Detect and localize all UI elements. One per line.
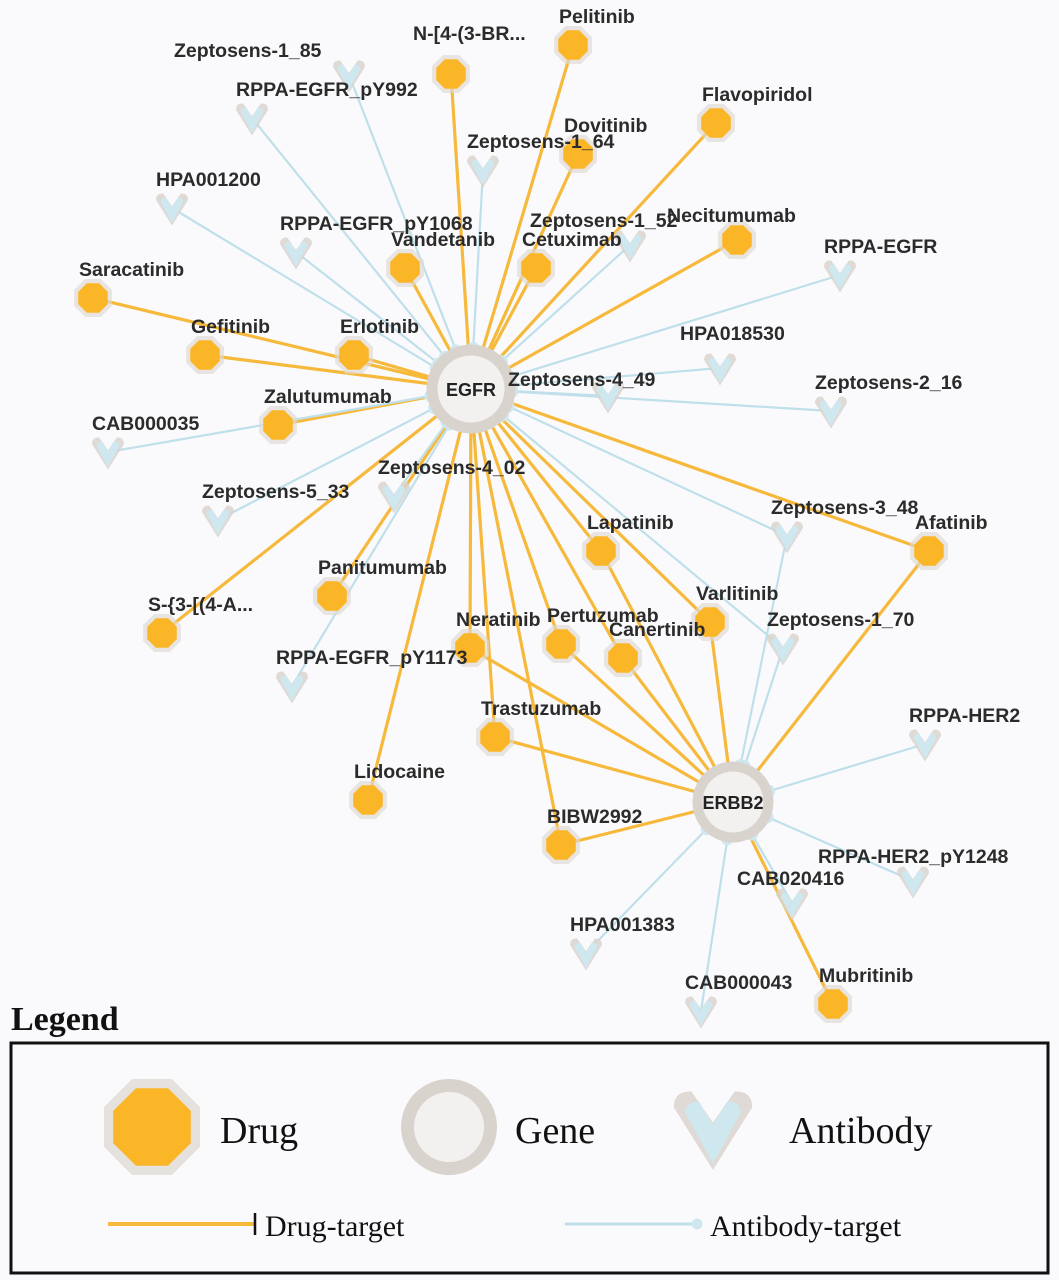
- svg-text:Afatinib: Afatinib: [915, 512, 988, 534]
- svg-text:Erlotinib: Erlotinib: [340, 316, 419, 338]
- svg-text:Zeptosens-1_85: Zeptosens-1_85: [174, 40, 322, 62]
- svg-text:Antibody: Antibody: [789, 1110, 933, 1152]
- svg-text:Drug-target: Drug-target: [265, 1210, 405, 1243]
- svg-text:Zeptosens-5_33: Zeptosens-5_33: [202, 481, 350, 503]
- svg-text:Gene: Gene: [515, 1110, 595, 1152]
- svg-text:Pelitinib: Pelitinib: [559, 6, 635, 28]
- svg-text:EGFR: EGFR: [446, 380, 496, 400]
- svg-text:RPPA-EGFR_pY1173: RPPA-EGFR_pY1173: [276, 647, 468, 669]
- svg-text:Legend: Legend: [11, 1001, 119, 1038]
- svg-text:CAB000035: CAB000035: [92, 413, 199, 435]
- svg-text:Canertinib: Canertinib: [609, 619, 706, 641]
- svg-text:Zeptosens-3_48: Zeptosens-3_48: [771, 497, 919, 519]
- svg-text:CAB000043: CAB000043: [685, 972, 792, 994]
- svg-text:Drug: Drug: [220, 1110, 298, 1152]
- svg-text:HPA001383: HPA001383: [570, 914, 675, 936]
- svg-text:Lidocaine: Lidocaine: [354, 761, 445, 783]
- svg-text:RPPA-HER2_pY1248: RPPA-HER2_pY1248: [818, 846, 1009, 868]
- svg-text:Zeptosens-4_49: Zeptosens-4_49: [508, 369, 656, 391]
- svg-text:Zeptosens-4_02: Zeptosens-4_02: [378, 457, 526, 479]
- svg-text:Zeptosens-1_52: Zeptosens-1_52: [530, 210, 678, 232]
- svg-text:RPPA-EGFR: RPPA-EGFR: [824, 236, 937, 258]
- svg-text:Lapatinib: Lapatinib: [587, 512, 674, 534]
- svg-text:HPA001200: HPA001200: [156, 169, 261, 191]
- svg-text:Varlitinib: Varlitinib: [696, 583, 778, 605]
- svg-text:S-{3-[(4-A...: S-{3-[(4-A...: [148, 594, 253, 616]
- svg-text:Gefitinib: Gefitinib: [191, 316, 270, 338]
- svg-text:CAB020416: CAB020416: [737, 868, 844, 890]
- svg-text:Zeptosens-1_64: Zeptosens-1_64: [467, 131, 615, 153]
- svg-text:RPPA-EGFR_pY992: RPPA-EGFR_pY992: [236, 79, 418, 101]
- svg-text:N-[4-(3-BR...: N-[4-(3-BR...: [413, 23, 526, 45]
- svg-text:Saracatinib: Saracatinib: [79, 259, 184, 281]
- svg-text:Zeptosens-2_16: Zeptosens-2_16: [815, 372, 963, 394]
- svg-text:Zeptosens-1_70: Zeptosens-1_70: [767, 609, 915, 631]
- svg-text:RPPA-EGFR_pY1068: RPPA-EGFR_pY1068: [280, 213, 473, 235]
- svg-text:Flavopiridol: Flavopiridol: [702, 84, 813, 106]
- svg-text:ERBB2: ERBB2: [702, 793, 763, 813]
- svg-text:BIBW2992: BIBW2992: [547, 806, 643, 828]
- svg-text:HPA018530: HPA018530: [680, 323, 785, 345]
- svg-text:Zalutumumab: Zalutumumab: [264, 386, 392, 408]
- svg-text:Trastuzumab: Trastuzumab: [481, 698, 601, 720]
- svg-text:Panitumumab: Panitumumab: [318, 557, 447, 579]
- svg-text:Neratinib: Neratinib: [456, 609, 541, 631]
- svg-text:Antibody-target: Antibody-target: [710, 1210, 902, 1243]
- svg-text:Cetuximab: Cetuximab: [522, 229, 622, 251]
- svg-text:Necitumumab: Necitumumab: [667, 205, 796, 227]
- svg-text:RPPA-HER2: RPPA-HER2: [909, 705, 1020, 727]
- svg-text:Mubritinib: Mubritinib: [819, 965, 913, 987]
